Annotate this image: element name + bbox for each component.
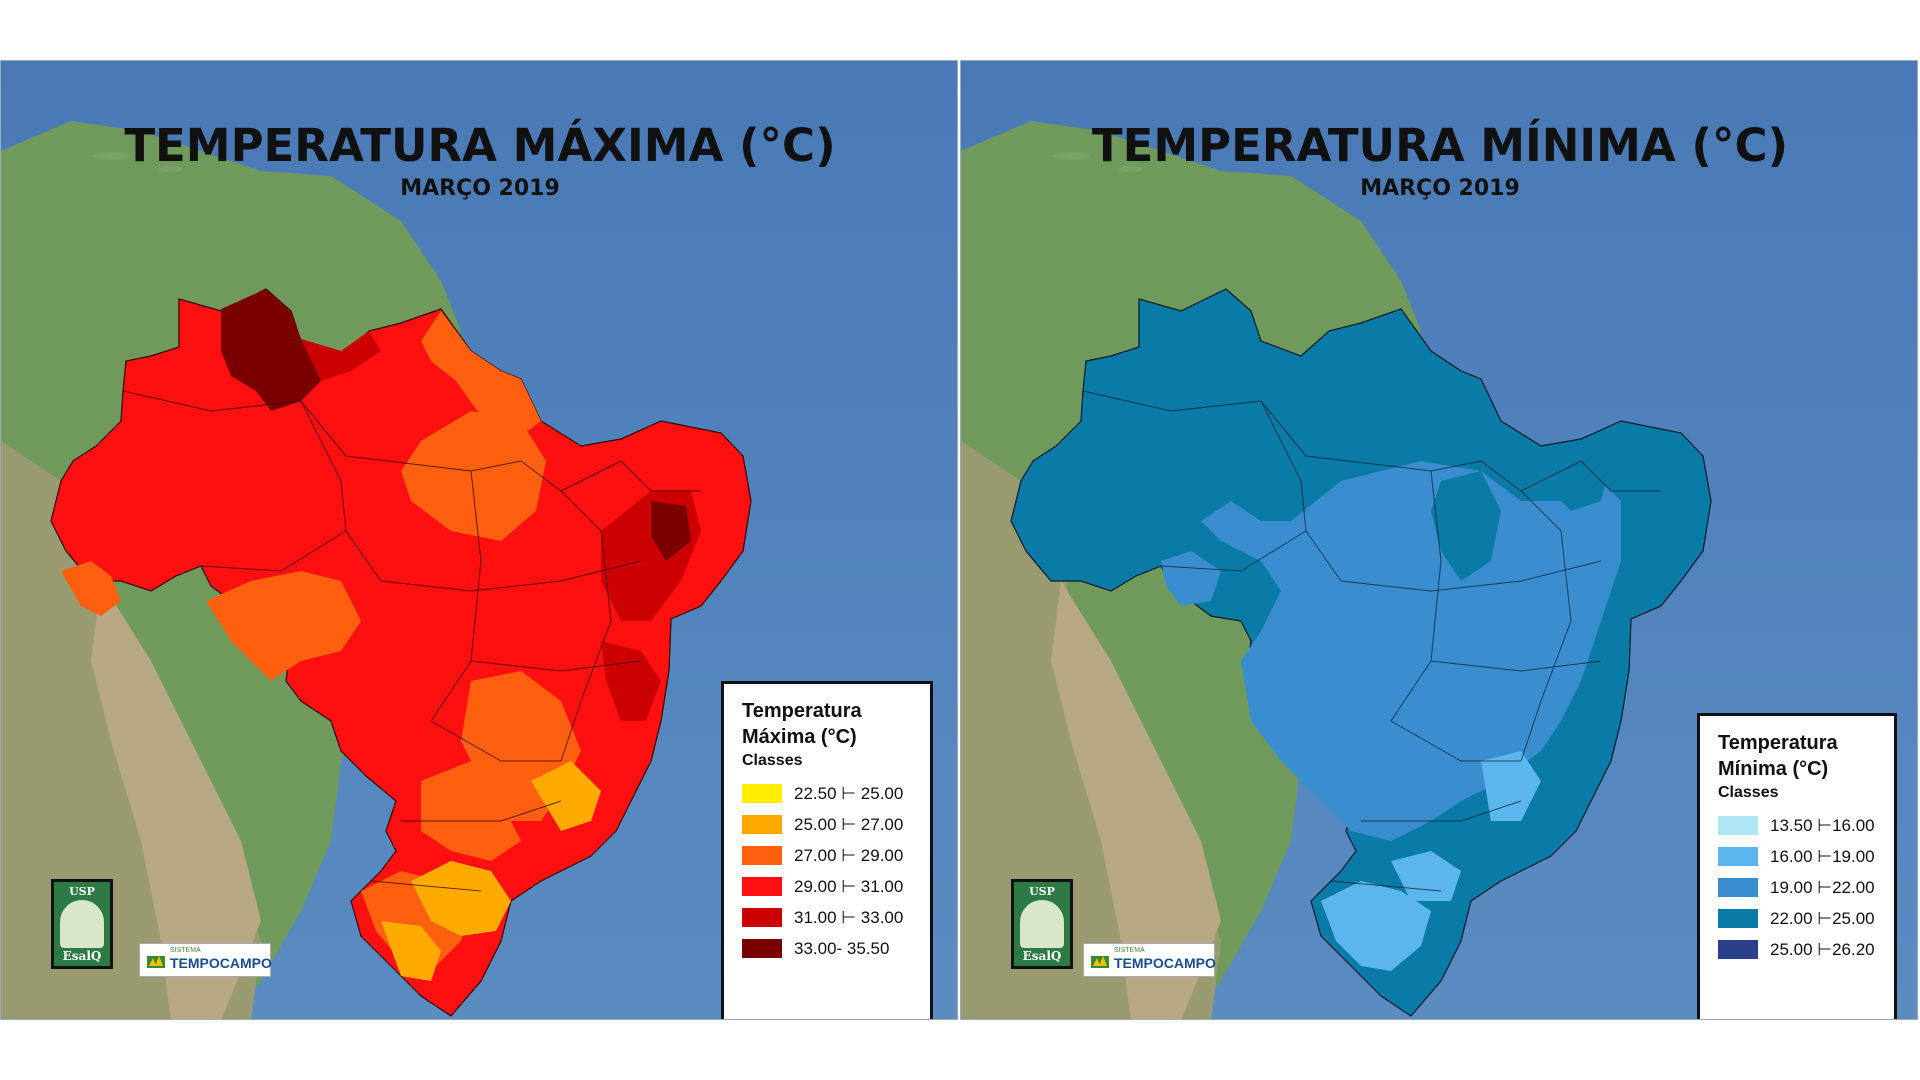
tempocampo-small-text: SISTEMA bbox=[1114, 947, 1145, 954]
legend-item: 31.00 ⊢ 33.00 bbox=[742, 902, 916, 933]
brazil-max-temperature-map bbox=[1, 61, 957, 1019]
legend-swatch bbox=[742, 908, 782, 927]
esalq-logo-name: EsalQ bbox=[62, 949, 102, 963]
legend-item: 25.00 ⊢26.20 bbox=[1718, 934, 1880, 965]
map-title: TEMPERATURA MÍNIMA (°C) bbox=[1091, 119, 1789, 172]
legend-item: 27.00 ⊢ 29.00 bbox=[742, 840, 916, 871]
legend-title: Temperatura Mínima (°C) bbox=[1718, 732, 1838, 780]
legend-item-label: 16.00 ⊢19.00 bbox=[1770, 846, 1875, 866]
esalq-emblem-icon bbox=[1020, 900, 1064, 948]
legend-item-label: 22.50 ⊢ 25.00 bbox=[794, 783, 904, 803]
brazil-min-temperature-map bbox=[961, 61, 1917, 1019]
map-subtitle: MARÇO 2019 bbox=[1360, 176, 1520, 201]
legend-item: 16.00 ⊢19.00 bbox=[1718, 841, 1880, 872]
tempocampo-name: TEMPOCAMPO bbox=[170, 955, 272, 971]
legend-swatch bbox=[1718, 940, 1758, 959]
legend-swatch bbox=[1718, 847, 1758, 866]
legend-item-label: 13.50 ⊢16.00 bbox=[1770, 815, 1875, 835]
legend-swatch bbox=[742, 815, 782, 834]
legend-item: 29.00 ⊢ 31.00 bbox=[742, 871, 916, 902]
legend-swatch bbox=[742, 846, 782, 865]
legend-classes-label: Classes bbox=[742, 752, 803, 769]
legend-item-label: 27.00 ⊢ 29.00 bbox=[794, 845, 904, 865]
legend-swatch bbox=[742, 877, 782, 896]
esalq-logo: USP EsalQ bbox=[1011, 879, 1073, 969]
legend-item-label: 31.00 ⊢ 33.00 bbox=[794, 907, 904, 927]
map-subtitle: MARÇO 2019 bbox=[400, 176, 560, 201]
tempocampo-logo: SISTEMA TEMPOCAMPO bbox=[1083, 943, 1216, 977]
legend-max: Temperatura Máxima (°C) Classes 22.50 ⊢ … bbox=[721, 681, 933, 1019]
legend-min: Temperatura Mínima (°C) Classes 13.50 ⊢1… bbox=[1697, 713, 1897, 1019]
map-panel-max: TEMPERATURA MÁXIMA (°C) MARÇO 2019 Tempe… bbox=[0, 60, 958, 1020]
esalq-logo: USP EsalQ bbox=[51, 879, 113, 969]
esalq-emblem-icon bbox=[60, 900, 104, 948]
legend-swatch bbox=[742, 784, 782, 803]
map-title: TEMPERATURA MÁXIMA (°C) bbox=[124, 119, 836, 172]
tempocampo-logo: SISTEMA TEMPOCAMPO bbox=[139, 943, 272, 977]
legend-item-label: 25.00 ⊢26.20 bbox=[1770, 939, 1875, 959]
map-panel-min: TEMPERATURA MÍNIMA (°C) MARÇO 2019 Tempe… bbox=[960, 60, 1918, 1020]
legend-swatch bbox=[742, 939, 782, 958]
tempocampo-leaf-icon bbox=[147, 956, 165, 968]
legend-item: 19.00 ⊢22.00 bbox=[1718, 872, 1880, 903]
legend-swatch bbox=[1718, 878, 1758, 897]
legend-item-label: 33.00- 35.50 bbox=[794, 938, 890, 958]
tempocampo-small-text: SISTEMA bbox=[170, 947, 201, 954]
legend-swatch bbox=[1718, 816, 1758, 835]
legend-item: 22.50 ⊢ 25.00 bbox=[742, 778, 916, 809]
esalq-logo-usp: USP bbox=[1029, 885, 1055, 898]
esalq-logo-name: EsalQ bbox=[1022, 949, 1062, 963]
legend-classes-label: Classes bbox=[1718, 784, 1779, 801]
legend-item: 25.00 ⊢ 27.00 bbox=[742, 809, 916, 840]
tempocampo-name: TEMPOCAMPO bbox=[1114, 955, 1216, 971]
legend-item-label: 29.00 ⊢ 31.00 bbox=[794, 876, 904, 896]
esalq-logo-usp: USP bbox=[69, 885, 95, 898]
legend-item-label: 22.00 ⊢25.00 bbox=[1770, 908, 1875, 928]
legend-title: Temperatura Máxima (°C) bbox=[742, 700, 862, 748]
legend-item: 33.00- 35.50 bbox=[742, 933, 916, 964]
legend-item-label: 19.00 ⊢22.00 bbox=[1770, 877, 1875, 897]
legend-swatch bbox=[1718, 909, 1758, 928]
legend-item: 22.00 ⊢25.00 bbox=[1718, 903, 1880, 934]
legend-item-label: 25.00 ⊢ 27.00 bbox=[794, 814, 904, 834]
legend-item: 13.50 ⊢16.00 bbox=[1718, 810, 1880, 841]
tempocampo-leaf-icon bbox=[1091, 956, 1109, 968]
